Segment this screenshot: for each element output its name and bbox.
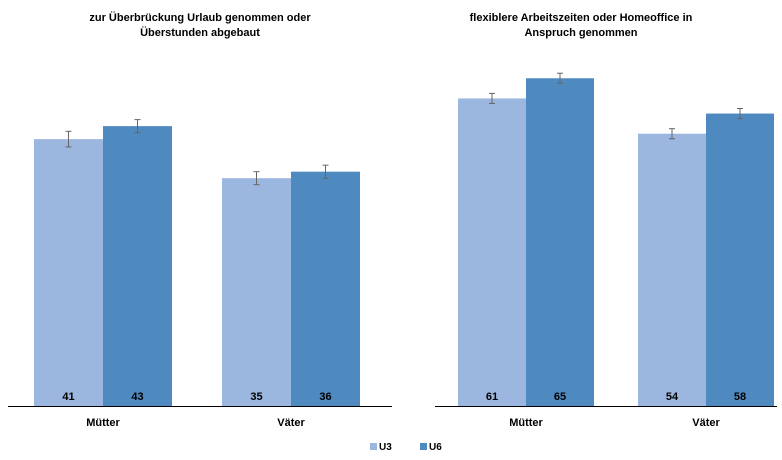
data-label: 36 [319,391,331,403]
bar-u6 [526,78,594,406]
chart-title-line-2: Überstunden abgebaut [140,26,260,39]
data-label: 58 [734,391,746,403]
legend-swatch-u3 [370,443,377,450]
category-label: Väter [692,417,720,429]
bar-u3 [222,178,291,406]
data-label: 54 [666,391,679,403]
bar-u6 [103,126,172,406]
bar-u3 [638,133,706,406]
legend-label-u3: U3 [379,442,392,453]
category-label: Mütter [86,417,120,429]
chart-panel-left: zur Überbrückung Urlaub genommen oder Üb… [8,11,392,429]
bar-u3 [34,139,103,407]
data-label: 41 [62,391,74,403]
chart-title-line-2: Anspruch genommen [524,27,637,39]
bar-u6 [291,171,360,406]
chart-title-line-1: flexiblere Arbeitszeiten oder Homeoffice… [470,12,693,24]
bar-u3 [458,98,526,406]
data-label: 35 [250,391,262,403]
bar-u6 [706,113,774,407]
category-label: Väter [277,417,305,429]
chart-legend: U3 U6 [370,442,442,453]
legend-swatch-u6 [420,443,427,450]
data-label: 65 [554,391,566,403]
category-label: Mütter [509,417,543,429]
data-label: 61 [486,391,498,403]
data-label: 43 [131,391,143,403]
chart-title-line-1: zur Überbrückung Urlaub genommen oder [89,11,311,24]
legend-label-u6: U6 [429,442,442,453]
chart-panel-right: flexiblere Arbeitszeiten oder Homeoffice… [435,12,777,429]
